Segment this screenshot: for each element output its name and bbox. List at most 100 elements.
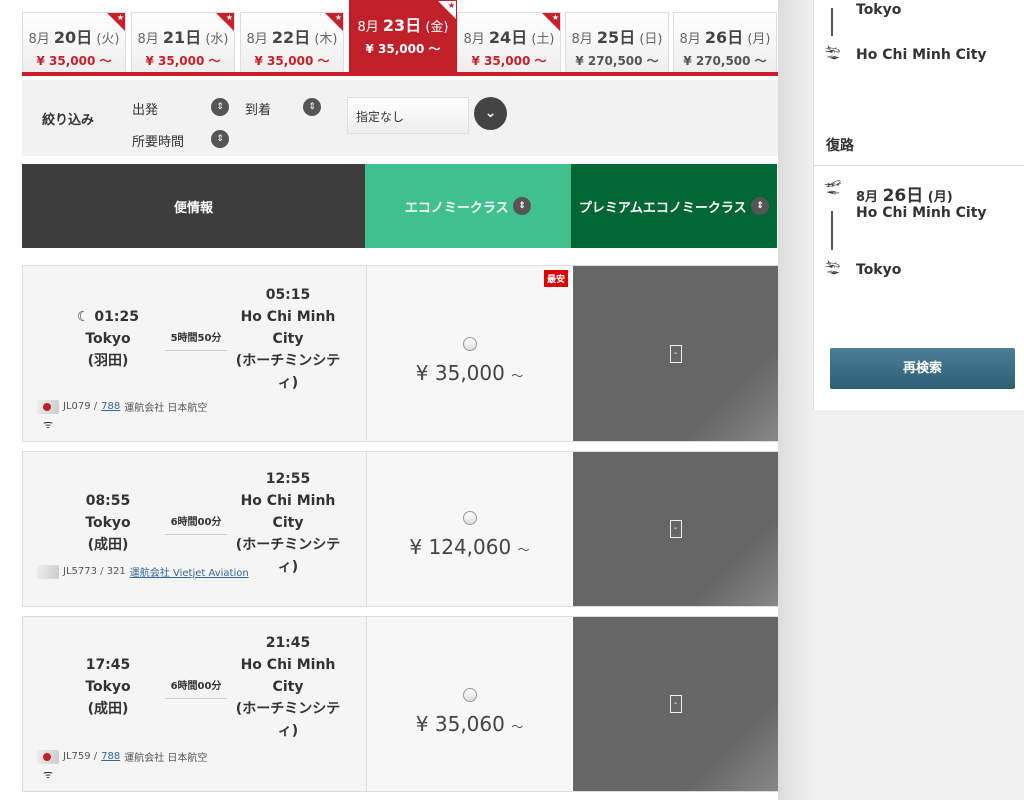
takeoff-icon: 🛫︎ <box>824 180 842 196</box>
price-suffix: ～ <box>511 720 524 734</box>
sort-duration-label: 所要時間 <box>132 135 185 150</box>
tab-day: 21日 <box>162 28 202 47</box>
sort-arrival-icon[interactable]: ⇕ <box>303 98 321 116</box>
tab-weekday: (日) <box>639 32 663 47</box>
flight-row: 08:55 Tokyo (成田) 6時間00分 12:55 Ho Chi Minh Ci… <box>22 451 778 607</box>
star-icon: ★ <box>325 13 343 31</box>
tab-price: ¥ 35,000 ～ <box>145 54 221 68</box>
date-tab[interactable]: ★ 8月 23日 (金) ¥ 35,000 ～ <box>349 0 457 73</box>
tab-price: ¥ 270,500 ～ <box>683 54 767 68</box>
tab-weekday: (水) <box>205 32 229 47</box>
star-icon: ★ <box>542 13 560 31</box>
date-tab[interactable]: ★ 8月 21日 (水) ¥ 35,000 ～ <box>131 12 235 73</box>
dep-airport: (成田) <box>87 537 129 553</box>
dep-city: Tokyo <box>85 331 131 347</box>
date-tab[interactable]: ★ 8月 20日 (火) ¥ 35,000 ～ <box>22 12 126 73</box>
flight-info: ☾ 01:25 Tokyo (羽田) 5時間50分 05:15 Ho Chi Minh… <box>23 266 366 441</box>
flight-number: JL079 / <box>63 401 98 412</box>
tab-day: 23日 <box>382 16 422 35</box>
economy-fare[interactable]: ¥ 124,060 ～ <box>366 452 572 606</box>
premium-fare: - <box>573 266 778 441</box>
tab-day: 22日 <box>271 28 311 47</box>
tab-price: ¥ 35,000 ～ <box>254 54 330 68</box>
tab-day: 25日 <box>596 28 636 47</box>
tab-day: 24日 <box>488 28 528 47</box>
sort-icon[interactable]: ⇕ <box>513 197 532 215</box>
fare-price: ¥ 124,060 <box>409 535 512 559</box>
fare-radio[interactable] <box>462 511 477 525</box>
dep-airport: (羽田) <box>87 353 129 369</box>
tab-month: 8月 <box>571 32 593 47</box>
fare-radio[interactable] <box>462 688 477 702</box>
tab-day: 26日 <box>704 28 744 47</box>
flight-row: 17:45 Tokyo (成田) 6時間00分 21:45 Ho Chi Minh Ci… <box>22 616 778 792</box>
star-icon: ★ <box>107 13 125 31</box>
operator: 運航会社 日本航空 <box>124 753 208 764</box>
fare-price: ¥ 35,000 <box>415 361 505 385</box>
tab-underline <box>22 72 778 76</box>
return-day: 26日 <box>882 186 924 206</box>
sort-icon[interactable]: ⇕ <box>751 197 770 215</box>
flight-number: JL759 / <box>63 751 98 762</box>
fare-radio[interactable] <box>462 337 477 351</box>
arr-city: City <box>272 679 304 695</box>
unavailable-mark: - <box>669 520 682 538</box>
duration: 5時間50分 <box>165 329 227 351</box>
aircraft-link[interactable]: 788 <box>101 401 121 412</box>
star-icon: ★ <box>216 13 234 31</box>
fare-price: ¥ 35,060 <box>415 712 505 736</box>
airline-logo-icon <box>37 564 59 579</box>
duration: 6時間00分 <box>165 677 227 699</box>
arr-time: 05:15 <box>265 287 311 303</box>
filter-label: 絞り込み <box>42 113 95 128</box>
arr-city: Ho Chi Minh <box>240 657 336 673</box>
outbound-dep-city: Tokyo <box>856 2 902 18</box>
arr-city: City <box>272 331 304 347</box>
tab-weekday: (月) <box>747 32 771 47</box>
tab-weekday: (木) <box>314 32 338 47</box>
arr-kana: ィ) <box>277 723 299 739</box>
unavailable-mark: - <box>669 344 682 363</box>
research-button[interactable]: 再検索 <box>830 348 1015 389</box>
operator-link[interactable]: 運航会社 Vietjet Aviation <box>129 568 249 579</box>
dep-time: 01:25 <box>94 309 139 325</box>
tab-month: 8月 <box>28 32 50 47</box>
date-tab[interactable]: 8月 26日 (月) ¥ 270,500 ～ <box>673 12 777 73</box>
header-economy[interactable]: エコノミークラス ⇕ <box>365 164 571 248</box>
return-month: 8月 <box>856 190 879 205</box>
route-line <box>831 8 833 36</box>
tab-price: ¥ 270,500 ～ <box>575 54 659 68</box>
flight-number: JL5773 / 321 <box>63 566 126 577</box>
outbound-arr-city: Ho Chi Minh City <box>856 47 987 63</box>
sort-duration-icon[interactable]: ⇕ <box>211 130 229 148</box>
divider <box>814 165 1024 166</box>
return-dep-city: Ho Chi Minh City <box>856 205 987 221</box>
date-tab[interactable]: ★ 8月 22日 (木) ¥ 35,000 ～ <box>240 12 344 73</box>
flight-row: ☾ 01:25 Tokyo (羽田) 5時間50分 05:15 Ho Chi Minh… <box>22 265 778 442</box>
date-tab[interactable]: 8月 25日 (日) ¥ 270,500 ～ <box>565 12 669 73</box>
tab-weekday: (土) <box>531 32 555 47</box>
operator: 運航会社 日本航空 <box>124 403 208 414</box>
filter-select[interactable]: 指定なし <box>347 97 469 134</box>
header-economy-label: エコノミークラス <box>404 200 509 216</box>
sidebar-background <box>813 410 1024 800</box>
tab-month: 8月 <box>246 32 268 47</box>
sort-departure-icon[interactable]: ⇕ <box>211 98 229 116</box>
return-label: 復路 <box>826 138 854 154</box>
landing-icon: 🛬︎ <box>824 45 842 61</box>
sort-arrival-label: 到着 <box>245 103 272 118</box>
chevron-down-icon[interactable]: ⌄ <box>474 97 507 130</box>
arr-time: 12:55 <box>265 471 311 487</box>
dep-time: 08:55 <box>85 493 131 509</box>
date-tab[interactable]: ★ 8月 24日 (土) ¥ 35,000 ～ <box>457 12 561 73</box>
economy-fare[interactable]: 最安 ¥ 35,000 ～ <box>366 266 572 441</box>
tab-price: ¥ 35,000 ～ <box>471 54 547 68</box>
tab-month: 8月 <box>679 32 701 47</box>
premium-fare: - <box>573 617 778 791</box>
aircraft-link[interactable]: 788 <box>101 751 121 762</box>
tab-month: 8月 <box>137 32 159 47</box>
header-premium[interactable]: プレミアムエコノミークラス ⇕ <box>571 164 777 248</box>
economy-fare[interactable]: ¥ 35,060 ～ <box>366 617 572 791</box>
sort-departure-label: 出発 <box>132 103 159 118</box>
arr-kana: ィ) <box>277 375 299 391</box>
